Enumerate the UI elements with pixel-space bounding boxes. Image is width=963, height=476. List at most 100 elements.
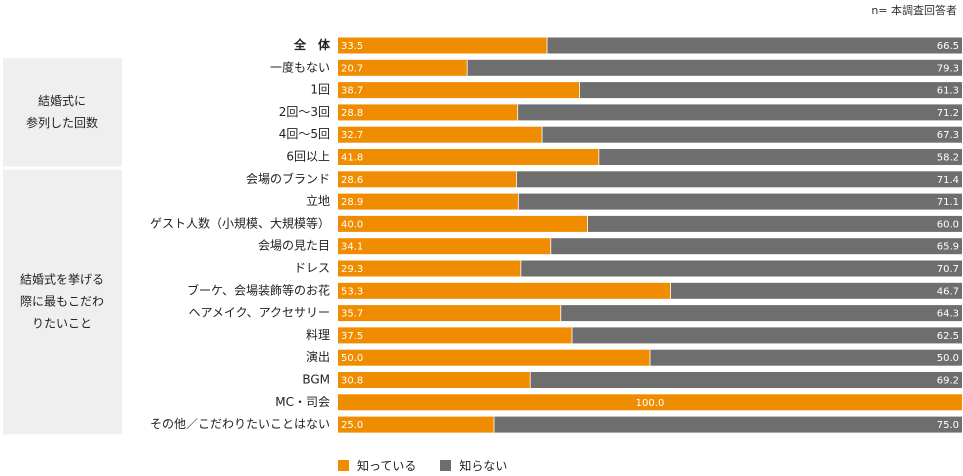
bar-unknown [572,327,962,344]
sample-note: n= 本調査回答者 [871,4,957,17]
value-label-unknown: 67.3 [937,130,959,141]
legend-unknown: 知らない [440,457,507,474]
bar-known [338,416,494,433]
legend-unknown-swatch [440,460,452,471]
legend-unknown-label: 知らない [459,459,508,473]
value-label-unknown: 60.0 [937,219,959,230]
bar-known [338,238,551,255]
value-label-known: 41.8 [341,153,363,164]
value-label-known: 34.1 [341,242,363,253]
bar-unknown [517,104,962,121]
value-label-known: 33.5 [341,41,363,52]
bar-known [338,394,962,411]
category-label: 4回〜5回 [279,127,330,141]
value-label-known: 37.5 [341,331,363,342]
category-label: ヘアメイク、アクセサリー [189,306,330,320]
value-label-unknown: 69.2 [937,376,959,387]
bar-unknown [516,171,962,188]
value-label-known: 25.0 [341,420,363,431]
group-label: 結婚式に [38,94,86,108]
value-label-unknown: 62.5 [937,331,959,342]
value-label-known: 40.0 [341,219,363,230]
category-label: BGM [302,373,330,387]
bar-known [338,349,650,366]
bar-unknown [550,238,962,255]
value-label-known: 29.3 [341,264,363,275]
bar-known [338,215,588,232]
category-label: 料理 [306,328,330,342]
bar-known [338,171,517,188]
bar-unknown [547,37,962,54]
value-label-unknown: 71.4 [937,175,959,186]
category-label: ゲスト人数（小規模、大規模等） [150,215,330,230]
value-label-known: 35.7 [341,309,363,320]
bar-known [338,82,580,99]
category-label: 全 体 [293,37,331,52]
category-label: 6回以上 [286,150,330,164]
bar-known [338,260,521,277]
group-label: 際に最もこだわ [20,294,104,308]
bar-unknown [467,59,962,76]
value-label-known: 53.3 [341,286,363,297]
value-label-known: 32.7 [341,130,363,141]
bar-known [338,104,518,121]
value-label-known: 28.6 [341,175,363,186]
group-label: 参列した回数 [26,115,98,130]
value-label-known: 20.7 [341,63,363,74]
category-label: 一度もない [270,59,330,74]
bar-unknown [518,193,962,210]
legend-known-label: 知っている [357,459,417,473]
category-label: 立地 [306,193,330,208]
value-label-unknown: 61.3 [937,86,959,97]
bar-known [338,126,543,143]
value-label-unknown: 64.3 [937,309,959,320]
bar-known [338,193,519,210]
bar-unknown [520,260,962,277]
category-label: 演出 [306,349,330,364]
category-label: 会場の見た目 [258,239,330,253]
value-label-unknown: 66.5 [937,41,959,52]
bar-known [338,59,468,76]
value-label-unknown: 65.9 [937,242,959,253]
bar-unknown [670,282,962,299]
bar-unknown [598,149,962,165]
group-label: りたいこと [32,316,92,330]
value-label-known: 38.7 [341,86,363,97]
bar-known [338,149,599,165]
category-label: 1回 [310,83,330,97]
group-label: 結婚式を挙げる [20,272,104,286]
value-label-unknown: 71.1 [937,197,959,208]
legend-known: 知っている [338,457,416,474]
bar-unknown [560,305,962,322]
bar-unknown [530,372,962,388]
value-label-unknown: 75.0 [937,420,959,431]
bar-unknown [579,82,962,99]
value-label-unknown: 58.2 [937,153,959,164]
category-label: 2回〜3回 [279,105,330,119]
legend-known-swatch [338,460,349,471]
bar-known [338,37,548,54]
category-label: その他／こだわりたいことはない [150,417,330,431]
category-label: ドレス [294,261,330,275]
category-label: 会場のブランド [246,171,330,186]
bar-known [338,327,572,344]
bar-unknown [650,349,962,366]
category-label: ブーケ、会場装飾等のお花 [187,282,330,297]
value-label-known: 30.8 [341,376,363,387]
bar-unknown [494,416,962,433]
value-label-known: 28.8 [341,108,363,119]
value-label-known: 100.0 [636,398,665,409]
value-label-unknown: 50.0 [937,353,959,364]
category-label: MC・司会 [275,395,330,409]
bar-known [338,372,531,388]
bar-known [338,282,671,299]
value-label-unknown: 46.7 [937,286,959,297]
value-label-unknown: 70.7 [937,264,959,275]
group-box-1 [3,169,122,435]
value-label-unknown: 71.2 [937,108,959,119]
bar-known [338,305,561,322]
legend: 知っている 知らない [338,457,531,474]
value-label-known: 28.9 [341,197,363,208]
group-box-0 [3,58,122,167]
